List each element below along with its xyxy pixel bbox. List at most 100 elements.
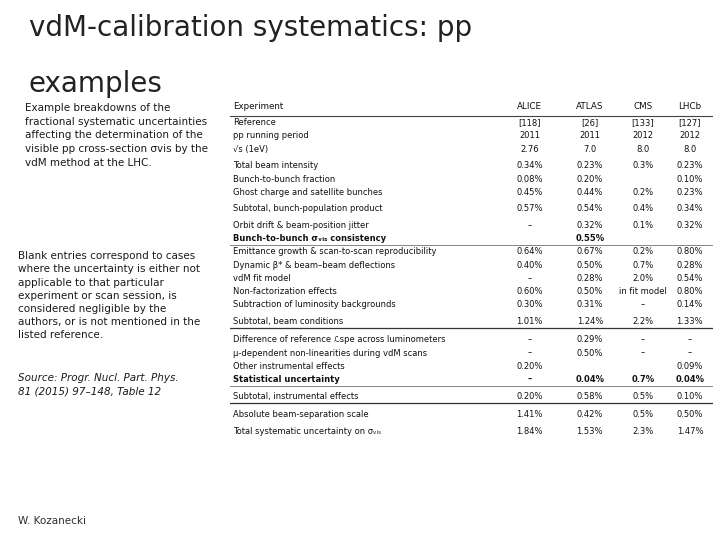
Text: Subtotal, instrumental effects: Subtotal, instrumental effects bbox=[233, 392, 359, 401]
Text: –: – bbox=[527, 349, 531, 357]
Text: Statistical uncertainty: Statistical uncertainty bbox=[233, 375, 340, 384]
Text: 2011: 2011 bbox=[580, 131, 600, 140]
Text: 0.42%: 0.42% bbox=[577, 410, 603, 419]
Text: W. Kozanecki: W. Kozanecki bbox=[18, 516, 86, 526]
Text: Bunch-to-bunch fraction: Bunch-to-bunch fraction bbox=[233, 174, 335, 184]
Text: 0.04%: 0.04% bbox=[675, 375, 704, 384]
Text: Ghost charge and satellite bunches: Ghost charge and satellite bunches bbox=[233, 188, 382, 197]
Text: Experiment: Experiment bbox=[233, 102, 283, 111]
Text: Dynamic β* & beam–beam deflections: Dynamic β* & beam–beam deflections bbox=[233, 261, 395, 269]
Text: Absolute beam-separation scale: Absolute beam-separation scale bbox=[233, 410, 369, 419]
Text: vdM-calibration systematics: pp: vdM-calibration systematics: pp bbox=[29, 14, 472, 42]
Text: 0.45%: 0.45% bbox=[516, 188, 543, 197]
Text: 8.0: 8.0 bbox=[683, 145, 696, 154]
Text: 0.20%: 0.20% bbox=[516, 362, 543, 371]
Text: 0.3%: 0.3% bbox=[632, 161, 654, 170]
Text: Difference of reference ℒspe⁣ across luminometers: Difference of reference ℒspe⁣ across lum… bbox=[233, 335, 445, 345]
Text: 0.32%: 0.32% bbox=[677, 221, 703, 230]
Text: 2.0%: 2.0% bbox=[632, 274, 654, 283]
Text: 0.5%: 0.5% bbox=[632, 392, 654, 401]
Text: –: – bbox=[641, 335, 645, 345]
Text: Orbit drift & beam-position jitter: Orbit drift & beam-position jitter bbox=[233, 221, 369, 230]
Text: Bunch-to-bunch σᵥᵢₛ consistency: Bunch-to-bunch σᵥᵢₛ consistency bbox=[233, 234, 386, 243]
Text: Other instrumental effects: Other instrumental effects bbox=[233, 362, 345, 371]
Text: 0.10%: 0.10% bbox=[677, 392, 703, 401]
Text: Emittance growth & scan-to-scan reproducibility: Emittance growth & scan-to-scan reproduc… bbox=[233, 247, 436, 256]
Text: 0.29%: 0.29% bbox=[577, 335, 603, 345]
Text: 1.33%: 1.33% bbox=[677, 317, 703, 326]
Text: 0.64%: 0.64% bbox=[516, 247, 543, 256]
Text: Subtotal, bunch-population product: Subtotal, bunch-population product bbox=[233, 205, 382, 213]
Text: 0.50%: 0.50% bbox=[577, 349, 603, 357]
Text: 0.1%: 0.1% bbox=[632, 221, 654, 230]
Text: 0.2%: 0.2% bbox=[632, 247, 654, 256]
Text: Total beam intensity: Total beam intensity bbox=[233, 161, 318, 170]
Text: 7.0: 7.0 bbox=[583, 145, 596, 154]
Text: –: – bbox=[641, 300, 645, 309]
Text: 0.54%: 0.54% bbox=[677, 274, 703, 283]
Text: Total systematic uncertainty on σᵥᵢₛ: Total systematic uncertainty on σᵥᵢₛ bbox=[233, 427, 381, 436]
Text: in fit model: in fit model bbox=[619, 287, 667, 296]
Text: 0.20%: 0.20% bbox=[577, 174, 603, 184]
Text: 0.7%: 0.7% bbox=[632, 261, 654, 269]
Text: 0.28%: 0.28% bbox=[677, 261, 703, 269]
Text: 2.76: 2.76 bbox=[520, 145, 539, 154]
Text: 8.0: 8.0 bbox=[636, 145, 649, 154]
Text: 0.55%: 0.55% bbox=[575, 234, 604, 243]
Text: 0.50%: 0.50% bbox=[677, 410, 703, 419]
Text: 0.23%: 0.23% bbox=[677, 161, 703, 170]
Text: 0.04%: 0.04% bbox=[575, 375, 604, 384]
Text: Blank entries correspond to cases
where the uncertainty is either not
applicable: Blank entries correspond to cases where … bbox=[18, 251, 200, 340]
Text: 0.60%: 0.60% bbox=[516, 287, 543, 296]
Text: pp running period: pp running period bbox=[233, 131, 309, 140]
Text: –: – bbox=[527, 335, 531, 345]
Text: 0.32%: 0.32% bbox=[577, 221, 603, 230]
Text: Source: Progr. Nucl. Part. Phys.
81 (2015) 97–148, Table 12: Source: Progr. Nucl. Part. Phys. 81 (201… bbox=[18, 373, 179, 396]
Text: examples: examples bbox=[29, 70, 163, 98]
Text: 2.3%: 2.3% bbox=[632, 427, 654, 436]
Text: 0.34%: 0.34% bbox=[677, 205, 703, 213]
Text: 2012: 2012 bbox=[680, 131, 701, 140]
Text: μ-dependent non-linearities during vdM scans: μ-dependent non-linearities during vdM s… bbox=[233, 349, 427, 357]
Text: 0.5%: 0.5% bbox=[632, 410, 654, 419]
Text: 0.34%: 0.34% bbox=[516, 161, 543, 170]
Text: 34: 34 bbox=[9, 70, 27, 83]
Text: Subtotal, beam conditions: Subtotal, beam conditions bbox=[233, 317, 343, 326]
Text: 1.01%: 1.01% bbox=[516, 317, 543, 326]
Text: 0.50%: 0.50% bbox=[577, 261, 603, 269]
Text: 0.54%: 0.54% bbox=[577, 205, 603, 213]
Text: 0.23%: 0.23% bbox=[677, 188, 703, 197]
Text: 0.7%: 0.7% bbox=[631, 375, 654, 384]
Text: –: – bbox=[527, 274, 531, 283]
Text: Non-factorization effects: Non-factorization effects bbox=[233, 287, 337, 296]
Text: 0.14%: 0.14% bbox=[677, 300, 703, 309]
Text: –: – bbox=[527, 221, 531, 230]
Text: 1.24%: 1.24% bbox=[577, 317, 603, 326]
Text: ATLAS: ATLAS bbox=[576, 102, 603, 111]
Text: vdM fit model: vdM fit model bbox=[233, 274, 291, 283]
Text: [118]: [118] bbox=[518, 118, 541, 127]
Text: 0.67%: 0.67% bbox=[577, 247, 603, 256]
Text: 0.2%: 0.2% bbox=[632, 188, 654, 197]
Text: ALICE: ALICE bbox=[517, 102, 542, 111]
Text: 0.30%: 0.30% bbox=[516, 300, 543, 309]
Text: √s (1eV): √s (1eV) bbox=[233, 145, 268, 154]
Text: 1.84%: 1.84% bbox=[516, 427, 543, 436]
Text: [133]: [133] bbox=[631, 118, 654, 127]
Text: 2011: 2011 bbox=[519, 131, 540, 140]
Text: Reference: Reference bbox=[233, 118, 276, 127]
Text: 0.20%: 0.20% bbox=[516, 392, 543, 401]
Text: 0.10%: 0.10% bbox=[677, 174, 703, 184]
Text: 0.4%: 0.4% bbox=[632, 205, 654, 213]
Text: [127]: [127] bbox=[679, 118, 701, 127]
Text: CMS: CMS bbox=[633, 102, 652, 111]
Text: 1.47%: 1.47% bbox=[677, 427, 703, 436]
Text: LHCb: LHCb bbox=[678, 102, 701, 111]
Text: 0.80%: 0.80% bbox=[677, 287, 703, 296]
Text: 0.57%: 0.57% bbox=[516, 205, 543, 213]
Text: –: – bbox=[527, 375, 531, 384]
Text: 0.50%: 0.50% bbox=[577, 287, 603, 296]
Text: [26]: [26] bbox=[581, 118, 598, 127]
Text: 2.2%: 2.2% bbox=[632, 317, 654, 326]
Text: –: – bbox=[688, 349, 692, 357]
